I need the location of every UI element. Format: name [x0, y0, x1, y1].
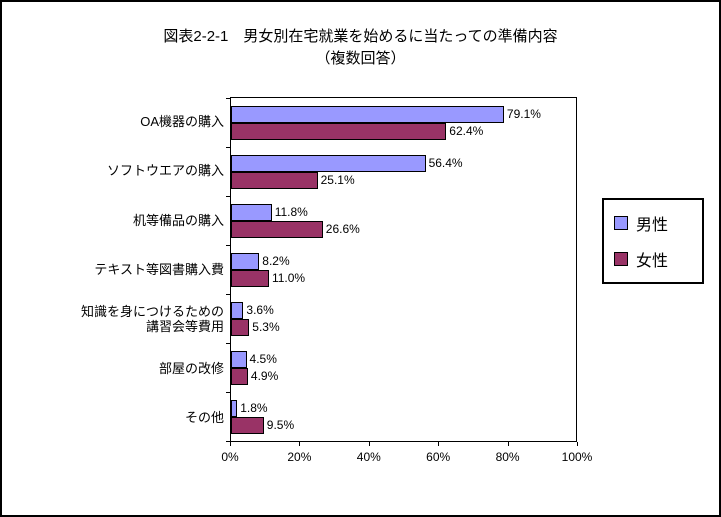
bar-row-male: 11.8%: [231, 203, 576, 221]
x-axis-tick: [299, 442, 301, 446]
x-tick-label: 0%: [221, 450, 239, 464]
bar-male: [231, 105, 504, 123]
bar-row-male: 4.5%: [231, 350, 576, 368]
legend-label-female: 女性: [636, 253, 669, 270]
bar-female: [231, 220, 323, 238]
bar-row-female: 25.1%: [231, 171, 576, 189]
bar-row-male: 1.8%: [231, 399, 576, 417]
x-tick-label: 80%: [495, 450, 520, 464]
bar-group: 11.8% 26.6%: [226, 196, 576, 245]
bar-value-label: 25.1%: [320, 173, 355, 187]
bar-value-label: 9.5%: [266, 418, 295, 432]
x-tick-label: 60%: [426, 450, 451, 464]
bar-row-female: 4.9%: [231, 367, 576, 385]
x-axis-tick: [438, 442, 440, 446]
plot-area: 79.1% 62.4% 56.4% 25.1% 11.8% 26.6% 8.2% 11.0% 3…: [226, 97, 577, 442]
bar-value-label: 4.9%: [250, 369, 279, 383]
chart-title: 図表2-2-1 男女別在宅就業を始めるに当たっての準備内容 （複数回答）: [2, 26, 719, 70]
bar-group: 56.4% 25.1%: [226, 147, 576, 196]
bar-male: [231, 399, 238, 417]
bar-value-label: 5.3%: [252, 320, 280, 334]
bar-row-female: 62.4%: [231, 122, 576, 140]
category-labels: OA機器の購入ソフトウエアの購入机等備品の購入テキスト等図書購入費知識を身につけ…: [16, 97, 224, 442]
category-label: 部屋の改修: [158, 360, 224, 376]
bar-value-label: 8.2%: [262, 254, 290, 268]
bar-male: [231, 154, 426, 172]
category-label: 机等備品の購入: [132, 212, 224, 228]
y-axis-tick: [226, 147, 231, 148]
x-tick-label: 20%: [287, 450, 312, 464]
bar-female: [231, 367, 248, 385]
bar-value-label: 56.4%: [428, 156, 463, 170]
bar-value-label: 11.8%: [274, 205, 308, 219]
bar-group: 3.6% 5.3%: [226, 294, 576, 343]
x-axis-tick: [577, 442, 578, 446]
bar-group: 79.1% 62.4%: [226, 98, 576, 147]
bar-row-male: 3.6%: [231, 301, 576, 319]
bar-value-label: 4.5%: [249, 352, 277, 366]
bar-group: 4.5% 4.9%: [226, 343, 576, 392]
legend-swatch-male: [614, 216, 628, 230]
y-axis-tick: [226, 392, 231, 393]
legend-entry-male: 男性: [614, 211, 702, 235]
bar-row-female: 9.5%: [231, 416, 576, 434]
bar-female: [231, 269, 269, 287]
bar-female: [231, 318, 250, 336]
legend-swatch-female: [614, 252, 628, 266]
x-axis-tick: [507, 442, 509, 446]
bar-group: 8.2% 11.0%: [226, 245, 576, 294]
y-axis-tick: [226, 343, 231, 344]
y-axis-tick: [226, 245, 231, 246]
x-axis-tick: [368, 442, 370, 446]
bar-value-label: 79.1%: [506, 107, 541, 121]
category-label: 知識を身につけるための 講習会等費用: [80, 303, 224, 334]
bar-male: [231, 350, 247, 368]
chart-title-line2: （複数回答）: [315, 50, 406, 67]
bar-female: [231, 122, 447, 140]
category-label: OA機器の購入: [140, 114, 224, 130]
bar-value-label: 11.0%: [271, 271, 306, 285]
x-tick-label: 100%: [561, 450, 593, 464]
bar-male: [231, 203, 272, 221]
bar-row-female: 11.0%: [231, 269, 576, 287]
category-label: ソフトウエアの購入: [106, 163, 224, 179]
x-axis-tick: [230, 442, 231, 446]
y-axis-tick: [226, 98, 231, 99]
bar-female: [231, 171, 318, 189]
legend-label-male: 男性: [636, 217, 669, 234]
y-axis-tick: [226, 294, 231, 295]
bar-value-label: 3.6%: [246, 303, 274, 317]
y-axis-tick: [226, 441, 231, 442]
category-label: テキスト等図書購入費: [94, 261, 224, 277]
x-tick-label: 40%: [356, 450, 381, 464]
bar-value-label: 1.8%: [240, 401, 268, 415]
bar-row-male: 79.1%: [231, 105, 576, 123]
bar-value-label: 62.4%: [449, 124, 484, 138]
chart-title-line1: 図表2-2-1 男女別在宅就業を始めるに当たっての準備内容: [163, 28, 558, 45]
bar-row-male: 8.2%: [231, 252, 576, 270]
bar-row-female: 26.6%: [231, 220, 576, 238]
bar-group: 1.8% 9.5%: [226, 392, 576, 441]
bar-female: [231, 416, 264, 434]
bar-row-male: 56.4%: [231, 154, 576, 172]
bar-value-label: 26.6%: [325, 222, 360, 236]
bar-male: [231, 252, 260, 270]
x-axis: 0% 20% 40% 60% 80% 100%: [221, 442, 592, 466]
category-label: その他: [184, 409, 224, 425]
legend-entry-female: 女性: [614, 247, 702, 271]
y-axis-tick: [226, 196, 231, 197]
bar-row-female: 5.3%: [231, 318, 576, 336]
bar-male: [231, 301, 244, 319]
legend: 男性 女性: [602, 198, 704, 284]
